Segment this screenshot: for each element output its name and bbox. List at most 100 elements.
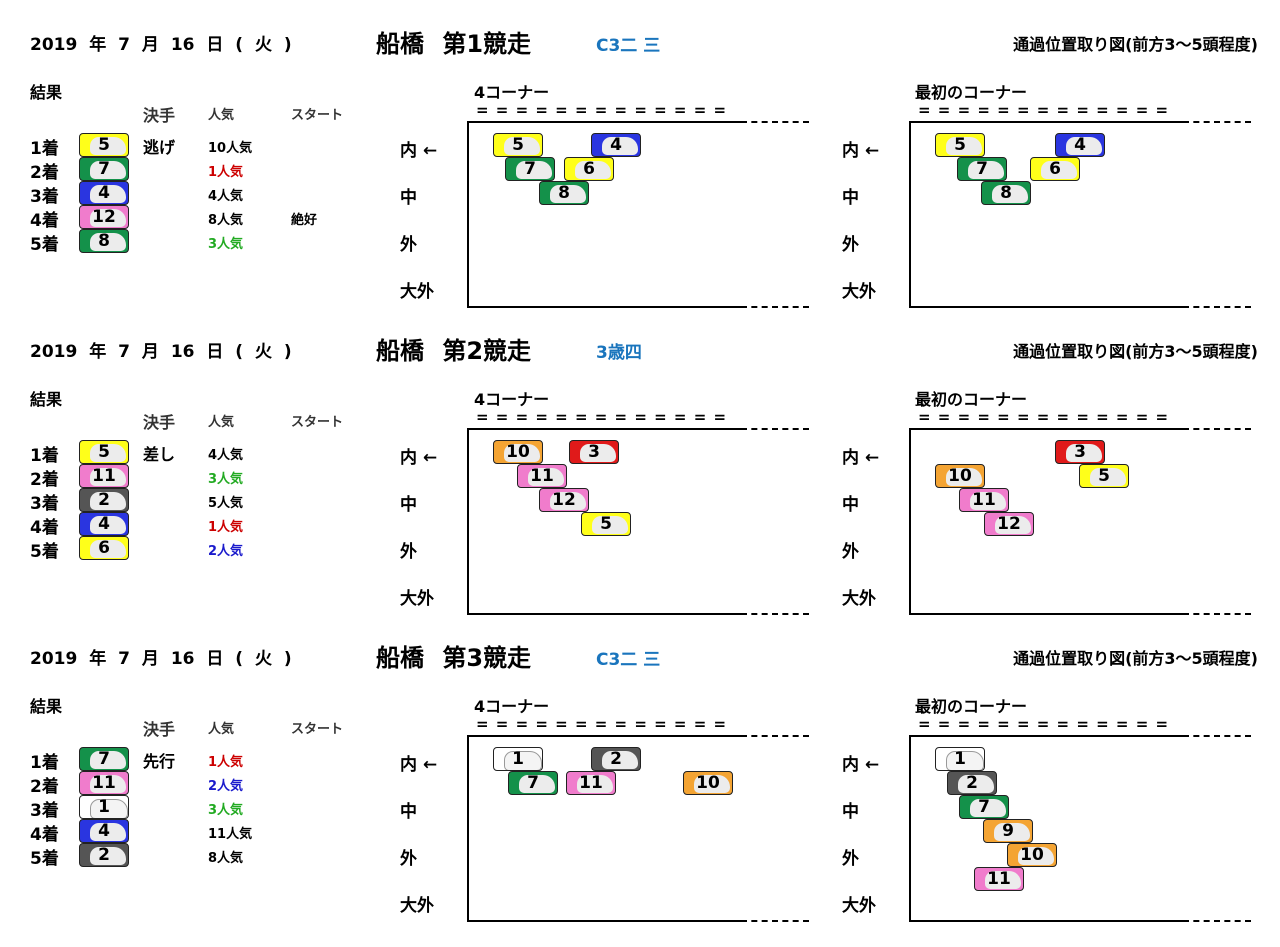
equals-marker-row: = = = = = = = = = = = = = — [918, 101, 1170, 119]
horse-number: 8 — [98, 231, 110, 251]
horse-silhouette-icon — [1018, 847, 1054, 865]
finish-position: 3着 — [30, 187, 59, 207]
horse-number: 11 — [92, 466, 116, 486]
popularity-rank: 3人気 — [208, 237, 244, 252]
passing-header: 通過位置取り図(前方3～5頭程度) — [1013, 649, 1258, 668]
horse-number: 3 — [588, 442, 600, 462]
result-horse-badge: 5 — [79, 440, 129, 464]
lane-label-far: 大外 — [400, 896, 434, 916]
track-dash-bottom — [741, 306, 809, 308]
horse-number: 7 — [98, 749, 110, 769]
race-section: 2019 年 7 月 16 日 ( 火 ) 船橋 第1競走 C3二 三 通過位置取り図… — [0, 0, 1280, 308]
result-horse-badge: 4 — [79, 819, 129, 843]
horse-number: 11 — [987, 869, 1011, 889]
result-horse-badge: 7 — [79, 157, 129, 181]
popularity-rank: 8人気 — [208, 851, 244, 866]
lane-label-far: 大外 — [400, 282, 434, 302]
corner4-panel: 4コーナー = = = = = = = = = = = = = 内 ← 中外大外 10 3… — [0, 307, 1280, 615]
horse-silhouette-icon — [516, 161, 552, 179]
horse-silhouette-icon — [946, 468, 982, 486]
position-horse-badge: 11 — [959, 488, 1009, 512]
horse-number: 6 — [1049, 159, 1061, 179]
position-horse-badge: 7 — [508, 771, 558, 795]
horse-number: 10 — [696, 773, 720, 793]
horse-silhouette-icon — [970, 799, 1006, 817]
track-box — [909, 121, 1183, 308]
lane-label-inner: 内 ← — [842, 755, 880, 775]
position-horse-badge: 7 — [959, 795, 1009, 819]
result-horse-badge: 6 — [79, 536, 129, 560]
horse-silhouette-icon — [575, 161, 611, 179]
position-horse-badge: 3 — [569, 440, 619, 464]
finish-position: 1着 — [30, 753, 59, 773]
horse-number: 11 — [92, 773, 116, 793]
horse-silhouette-icon — [602, 751, 638, 769]
race-date: 2019 年 7 月 16 日 ( 火 ) — [30, 35, 292, 55]
lane-label-far: 大外 — [842, 896, 876, 916]
popularity-rank: 10人気 — [208, 141, 253, 156]
race-class: C3二 三 — [596, 650, 661, 670]
horse-silhouette-icon — [504, 444, 540, 462]
first-corner-panel: 最初のコーナー = = = = = = = = = = = = = 内 ← 中外大外 1… — [0, 614, 1280, 922]
horse-number: 7 — [524, 159, 536, 179]
horse-silhouette-icon — [992, 185, 1028, 203]
col-header-popularity: 人気 — [208, 415, 235, 430]
horse-silhouette-icon — [528, 468, 564, 486]
horse-silhouette-icon — [1066, 137, 1102, 155]
lane-label-inner: 内 ← — [400, 755, 438, 775]
lane-label-inner: 内 ← — [842, 448, 880, 468]
finish-position: 1着 — [30, 139, 59, 159]
horse-number: 4 — [610, 135, 622, 155]
horse-silhouette-icon — [90, 137, 126, 155]
corner-title: 4コーナー — [474, 697, 550, 716]
horse-silhouette-icon — [970, 492, 1006, 510]
horse-silhouette-icon — [90, 209, 126, 227]
position-horse-badge: 7 — [957, 157, 1007, 181]
col-header-popularity: 人気 — [208, 722, 235, 737]
corner4-panel: 4コーナー = = = = = = = = = = = = = 内 ← 中外大外 1 2 7… — [0, 614, 1280, 922]
corner4-panel: 4コーナー = = = = = = = = = = = = = 内 ← 中外大外 5 4 7… — [0, 0, 1280, 308]
result-horse-badge: 11 — [79, 771, 129, 795]
finish-position: 3着 — [30, 801, 59, 821]
popularity-rank: 1人気 — [208, 165, 244, 180]
lane-label-mid: 中 — [400, 188, 417, 208]
horse-number: 9 — [1002, 821, 1014, 841]
position-horse-badge: 8 — [981, 181, 1031, 205]
horse-silhouette-icon — [1041, 161, 1077, 179]
lane-label-mid: 中 — [842, 802, 859, 822]
race-title: 船橋 第1競走 — [376, 30, 532, 58]
position-horse-badge: 10 — [935, 464, 985, 488]
position-horse-badge: 11 — [517, 464, 567, 488]
horse-number: 12 — [997, 514, 1021, 534]
equals-marker-row: = = = = = = = = = = = = = — [918, 408, 1170, 426]
col-header-kimete: 決手 — [143, 720, 176, 739]
popularity-rank: 3人気 — [208, 803, 244, 818]
horse-silhouette-icon — [90, 540, 126, 558]
position-horse-badge: 10 — [683, 771, 733, 795]
horse-silhouette-icon — [694, 775, 730, 793]
winning-style: 差し — [143, 445, 176, 464]
race-section: 2019 年 7 月 16 日 ( 火 ) 船橋 第3競走 C3二 三 通過位置取り図… — [0, 614, 1280, 922]
lane-label-inner: 内 ← — [842, 141, 880, 161]
horse-silhouette-icon — [90, 161, 126, 179]
popularity-rank: 4人気 — [208, 189, 244, 204]
passing-header: 通過位置取り図(前方3～5頭程度) — [1013, 342, 1258, 361]
horse-number: 5 — [954, 135, 966, 155]
horse-number: 11 — [530, 466, 554, 486]
result-horse-badge: 1 — [79, 795, 129, 819]
horse-number: 3 — [1074, 442, 1086, 462]
position-horse-badge: 8 — [539, 181, 589, 205]
horse-number: 2 — [98, 845, 110, 865]
popularity-rank: 5人気 — [208, 496, 244, 511]
result-horse-badge: 4 — [79, 512, 129, 536]
position-horse-badge: 11 — [974, 867, 1024, 891]
col-header-kimete: 決手 — [143, 413, 176, 432]
horse-number: 4 — [98, 821, 110, 841]
horse-silhouette-icon — [90, 516, 126, 534]
lane-label-mid: 中 — [400, 495, 417, 515]
horse-silhouette-icon — [995, 516, 1031, 534]
track-dash-bottom — [1183, 306, 1251, 308]
equals-marker-row: = = = = = = = = = = = = = — [476, 101, 728, 119]
horse-silhouette-icon — [968, 161, 1004, 179]
horse-silhouette-icon — [550, 492, 586, 510]
